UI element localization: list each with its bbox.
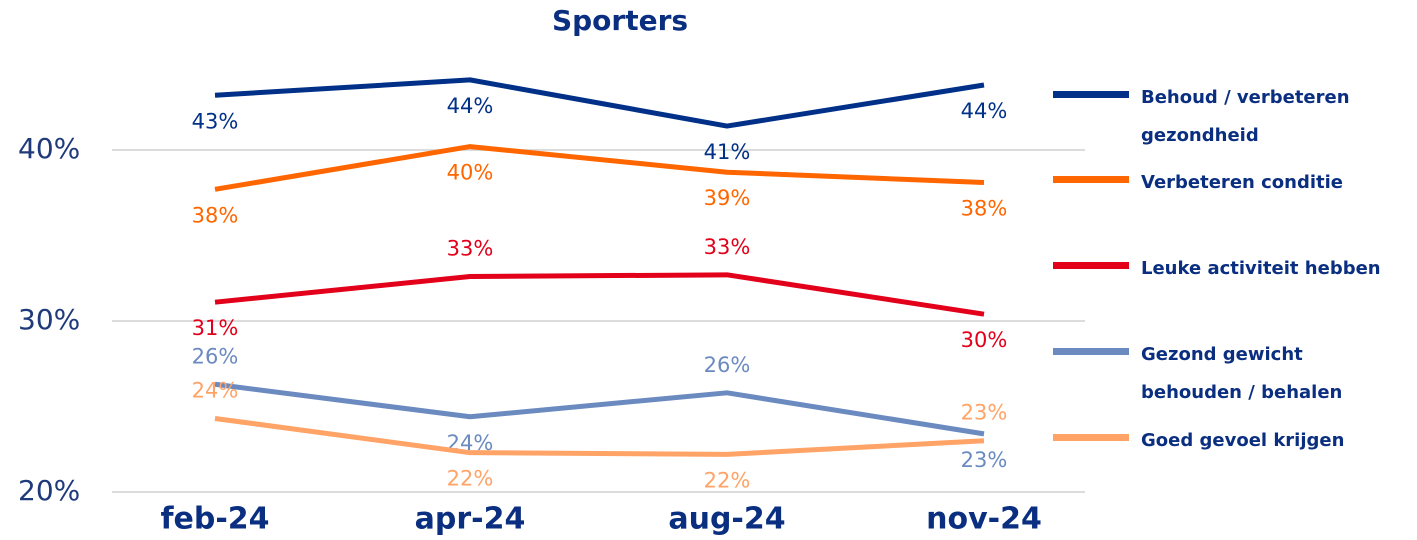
legend-label: Leuke activiteit hebben [1141,258,1381,279]
legend-swatch [1053,262,1129,269]
legend-swatch [1053,434,1129,441]
legend-label: Goed gevoel krijgen [1141,430,1345,451]
x-tick-label: nov-24 [926,502,1042,537]
data-label: 23% [961,448,1008,472]
data-label: 26% [192,344,239,368]
series-line [214,381,985,437]
data-label: 24% [192,378,239,402]
x-tick-label: feb-24 [160,502,269,537]
legend-swatch [1053,348,1129,355]
data-label: 26% [704,353,751,377]
data-label: 22% [704,468,751,492]
data-label: 41% [704,140,751,164]
data-label: 43% [192,109,239,133]
y-tick-label: 30% [18,303,80,336]
series-line [214,144,985,192]
data-label: 38% [192,203,239,227]
y-tick-label: 40% [18,132,80,165]
data-label: 39% [704,186,751,210]
data-label: 33% [704,235,751,259]
legend-item: Gezond gewicht behouden / behalen [1053,336,1413,412]
data-label: 31% [192,316,239,340]
legend-item: Goed gevoel krijgen [1053,422,1413,460]
data-label: 30% [961,328,1008,352]
x-tick-label: aug-24 [668,502,785,537]
legend-swatch [1053,91,1129,98]
chart-title: Sporters [552,4,688,37]
legend-item: Verbeteren conditie [1053,164,1413,202]
data-label: 38% [961,196,1008,220]
legend-label: Gezond gewicht behouden / behalen [1141,344,1343,403]
y-tick-label: 20% [18,474,80,507]
data-label: 44% [961,99,1008,123]
legend-swatch [1053,176,1129,183]
data-label: 22% [447,467,494,491]
series-line [214,415,985,457]
legend-label: Behoud / verbeteren gezondheid [1141,87,1350,146]
data-label: 23% [961,401,1008,425]
legend-item: Leuke activiteit hebben [1053,250,1413,288]
data-label: 44% [447,94,494,118]
x-tick-label: apr-24 [415,502,526,537]
legend-label: Verbeteren conditie [1141,172,1343,193]
data-label: 33% [447,237,494,261]
data-label: 40% [447,161,494,185]
legend-item: Behoud / verbeteren gezondheid [1053,79,1413,155]
series-line [214,272,985,317]
series-line [214,77,985,129]
